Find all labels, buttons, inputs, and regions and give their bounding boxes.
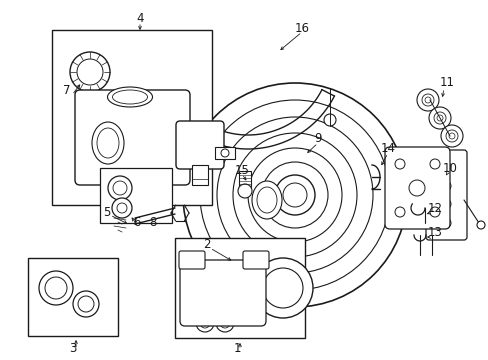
Circle shape — [252, 258, 312, 318]
Circle shape — [238, 184, 251, 198]
Circle shape — [324, 114, 335, 126]
FancyBboxPatch shape — [179, 251, 204, 269]
Circle shape — [73, 291, 99, 317]
Text: 16: 16 — [294, 22, 309, 35]
Text: 2: 2 — [203, 238, 210, 252]
FancyBboxPatch shape — [75, 90, 190, 185]
Bar — [192, 165, 207, 185]
Circle shape — [428, 107, 450, 129]
Circle shape — [112, 198, 132, 218]
Text: 3: 3 — [69, 342, 77, 355]
Bar — [215, 147, 235, 159]
FancyBboxPatch shape — [176, 121, 224, 169]
Text: 11: 11 — [439, 76, 453, 89]
Bar — [52, 30, 212, 205]
Ellipse shape — [107, 87, 152, 107]
Circle shape — [70, 52, 110, 92]
Text: 1: 1 — [233, 342, 240, 355]
Text: 14: 14 — [380, 141, 395, 154]
Circle shape — [476, 221, 484, 229]
Circle shape — [183, 83, 406, 307]
Bar — [175, 238, 305, 338]
Text: 4: 4 — [136, 12, 143, 24]
Bar — [100, 168, 172, 223]
Bar — [406, 177, 428, 213]
Ellipse shape — [251, 181, 282, 219]
Circle shape — [274, 175, 314, 215]
Circle shape — [216, 314, 234, 332]
Text: 8: 8 — [149, 216, 156, 229]
Circle shape — [108, 176, 132, 200]
FancyBboxPatch shape — [243, 251, 268, 269]
Text: 5: 5 — [103, 206, 110, 219]
Bar — [28, 258, 118, 336]
FancyBboxPatch shape — [425, 150, 466, 240]
Text: 12: 12 — [427, 202, 442, 215]
Text: 6: 6 — [133, 216, 141, 229]
FancyBboxPatch shape — [180, 260, 265, 326]
Text: 7: 7 — [63, 84, 71, 96]
Circle shape — [440, 125, 462, 147]
Text: 9: 9 — [314, 131, 321, 144]
Text: 13: 13 — [427, 225, 442, 238]
Circle shape — [416, 89, 438, 111]
Text: 15: 15 — [234, 163, 249, 176]
Bar — [239, 171, 250, 187]
FancyBboxPatch shape — [384, 147, 449, 229]
Ellipse shape — [92, 122, 124, 164]
Text: 10: 10 — [442, 162, 456, 175]
Circle shape — [196, 314, 214, 332]
Circle shape — [39, 271, 73, 305]
